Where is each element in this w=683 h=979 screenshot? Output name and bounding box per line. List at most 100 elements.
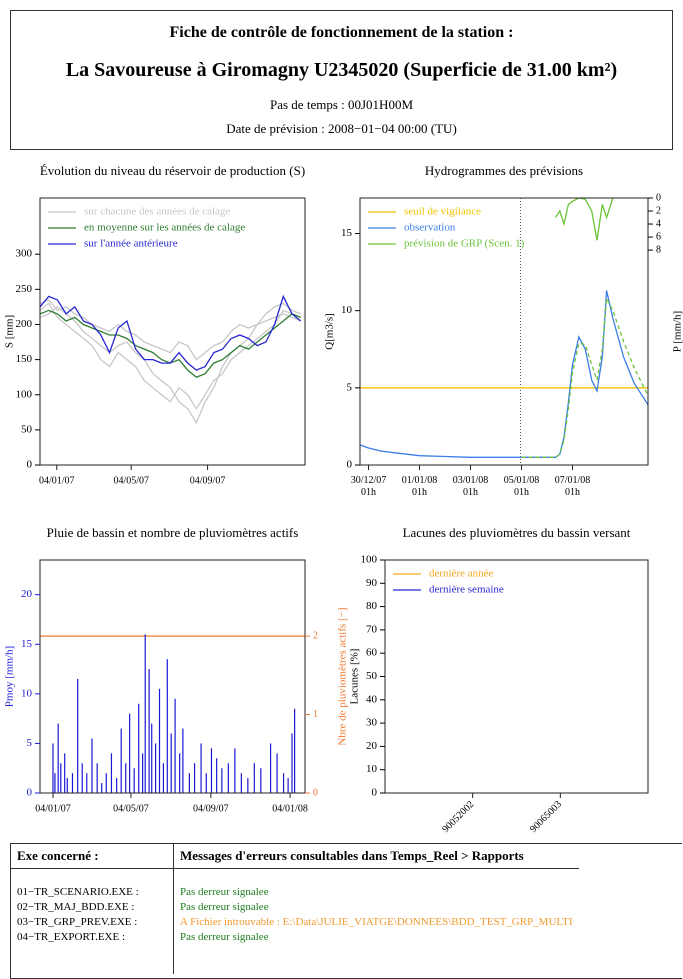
- y-tick-label: 15: [21, 638, 33, 650]
- rain-bar: [174, 698, 176, 793]
- plot-frame: [384, 559, 649, 794]
- legend-label: dernière semaine: [429, 584, 504, 596]
- x-tick-label: 01/01/08 01h: [402, 475, 438, 498]
- exe: 02−TR_MAJ_BDD.EXE :: [11, 899, 174, 914]
- rain-bar: [216, 758, 218, 793]
- y-tick-label: 70: [366, 623, 378, 635]
- rain-bar: [294, 708, 296, 793]
- header-title: Fiche de contrôle de fonctionnement de l…: [169, 24, 514, 41]
- rain-bar: [142, 753, 144, 793]
- rain-bar: [57, 723, 59, 793]
- y-tick-label: 0: [27, 787, 33, 799]
- legend-label: observation: [404, 222, 456, 234]
- rain-bar: [96, 763, 98, 793]
- rain-bar: [64, 753, 66, 793]
- rain-bar: [234, 748, 236, 793]
- plot-frame: [39, 197, 306, 466]
- y2-tick-label: 0: [656, 192, 661, 203]
- rain-bar: [188, 773, 190, 793]
- rain-bar: [151, 723, 153, 793]
- plot-area: [40, 634, 305, 793]
- rain-bar: [193, 763, 196, 793]
- data-line: [554, 198, 614, 241]
- x-tick-label: 04/01/08: [272, 803, 308, 814]
- rain-bar: [179, 753, 181, 793]
- y-tick-label: 100: [16, 388, 33, 400]
- y-tick-label: 20: [366, 740, 378, 752]
- y-axis-label: S [mm]: [4, 315, 16, 348]
- plot-frame: [359, 197, 649, 466]
- y2-axis-label: Nbre de pluviomètres actifs [−]: [337, 607, 349, 745]
- x-tick-label: 30/12/07 01h: [351, 475, 387, 498]
- rain-bar: [200, 743, 202, 793]
- rain-bar: [81, 763, 83, 793]
- x-tick-label: 04/05/07: [113, 803, 149, 814]
- rain-bar: [91, 738, 93, 793]
- header-cell: Exe concerné :: [11, 844, 174, 869]
- forecast-date: Date de prévision : 2008−01−04 00:00 (TU…: [226, 121, 457, 136]
- rain-bar: [155, 743, 157, 793]
- rain-bar: [105, 773, 107, 793]
- legend-label: sur l'année antérieure: [84, 238, 178, 250]
- chart-title: Lacunes des pluviomètres du bassin versa…: [403, 525, 631, 540]
- chart-title: Pluie de bassin et nombre de pluviomètre…: [47, 525, 299, 540]
- rain-bar: [287, 778, 289, 793]
- exe: 01−TR_SCENARIO.EXE :: [11, 884, 174, 899]
- rain-bar: [276, 753, 278, 793]
- x-tick-label: 04/05/07: [113, 475, 149, 486]
- x-tick-label: 05/01/08 01h: [504, 475, 540, 498]
- charts: Évolution du niveau du réservoir de prod…: [4, 163, 683, 835]
- y-tick-label: 100: [361, 554, 378, 566]
- message: Pas derreur signalee: [180, 885, 269, 898]
- rain-bar: [138, 703, 140, 793]
- rain-bar: [133, 768, 135, 793]
- y2-tick-label: 2: [313, 630, 318, 641]
- plot-area: [40, 294, 302, 425]
- y2-tick-label: 2: [656, 205, 661, 216]
- exe: 04−TR_EXPORT.EXE :: [11, 929, 174, 944]
- data-line: [40, 306, 301, 425]
- rain-bar: [86, 773, 88, 793]
- y-tick-label: 0: [27, 459, 33, 471]
- header-cell: Messages d'erreurs consultables dans Tem…: [173, 844, 579, 869]
- y2-tick-label: 1: [313, 709, 318, 720]
- rain-bar: [182, 728, 184, 793]
- rain-bar: [205, 773, 207, 793]
- chart-title: Hydrogrammes des prévisions: [425, 163, 583, 178]
- y-tick-label: 5: [347, 381, 353, 393]
- x-tick-label: 04/01/07: [39, 475, 75, 486]
- rain-bar: [291, 733, 293, 793]
- legend-label: sur chacune des années de calage: [84, 206, 230, 218]
- exe: 03−TR_GRP_PREV.EXE :: [11, 914, 174, 929]
- y-tick-label: 300: [16, 248, 33, 260]
- rain-bar: [52, 743, 54, 793]
- rain-bar: [77, 678, 79, 793]
- rain-bar: [144, 634, 146, 793]
- y-tick-label: 50: [366, 670, 378, 682]
- y-tick-label: 20: [21, 588, 33, 600]
- legend-label: prévision de GRP (Scen. 1): [404, 238, 525, 250]
- data-line: [521, 295, 648, 458]
- y-tick-label: 150: [16, 353, 33, 365]
- rain-bar: [101, 783, 103, 793]
- y2-tick-label: 0: [313, 787, 318, 798]
- rain-bar: [162, 763, 165, 793]
- header-box: Fiche de contrôle de fonctionnement de l…: [10, 10, 673, 150]
- y-tick-label: 0: [372, 787, 378, 799]
- y-tick-label: 5: [27, 737, 33, 749]
- message: A Fichier introuvable : E:\Data\JULIE_VI…: [180, 915, 573, 928]
- rain-bar: [227, 763, 229, 793]
- rain-bar: [54, 773, 56, 793]
- rain-bar: [148, 669, 150, 793]
- rain-bar: [71, 773, 74, 793]
- legend-label: en moyenne sur les années de calage: [84, 222, 245, 234]
- rain-bar: [260, 768, 262, 793]
- rain-bar: [247, 778, 249, 793]
- rain-bar: [210, 748, 213, 793]
- y2-tick-label: 8: [656, 244, 661, 255]
- rain-bar: [125, 763, 127, 793]
- y-axis-label: Lacunes [%]: [349, 649, 361, 705]
- rain-bar: [158, 688, 161, 793]
- y-tick-label: 60: [366, 647, 378, 659]
